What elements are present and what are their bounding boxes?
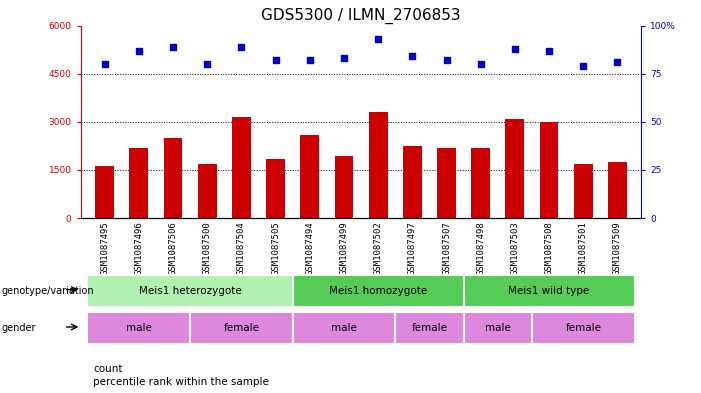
Text: Meis1 heterozygote: Meis1 heterozygote: [139, 286, 241, 296]
Text: GSM1087495: GSM1087495: [100, 221, 109, 275]
Bar: [266, 159, 285, 218]
Bar: [292, 312, 395, 344]
Bar: [88, 275, 292, 307]
Text: GSM1087508: GSM1087508: [545, 221, 554, 275]
Bar: [395, 312, 463, 344]
Text: Meis1 wild type: Meis1 wild type: [508, 286, 590, 296]
Text: female: female: [565, 323, 601, 333]
Text: female: female: [411, 323, 447, 333]
Point: [372, 36, 383, 42]
Point: [441, 57, 452, 63]
Bar: [163, 138, 182, 218]
Text: male: male: [331, 323, 357, 333]
Bar: [505, 119, 524, 218]
Bar: [334, 156, 353, 218]
Bar: [463, 312, 532, 344]
Text: GSM1087502: GSM1087502: [374, 221, 383, 275]
Point: [201, 61, 212, 67]
Text: male: male: [125, 323, 151, 333]
Title: GDS5300 / ILMN_2706853: GDS5300 / ILMN_2706853: [261, 8, 461, 24]
Point: [168, 44, 179, 50]
Point: [339, 55, 350, 61]
Text: GSM1087504: GSM1087504: [237, 221, 246, 275]
Point: [612, 59, 623, 65]
Bar: [463, 275, 634, 307]
Bar: [437, 147, 456, 218]
Bar: [292, 275, 463, 307]
Point: [304, 57, 315, 63]
Text: gender: gender: [1, 323, 36, 333]
Bar: [608, 162, 627, 218]
Text: GSM1087497: GSM1087497: [408, 221, 417, 275]
Text: female: female: [224, 323, 259, 333]
Text: percentile rank within the sample: percentile rank within the sample: [93, 377, 269, 387]
Bar: [574, 163, 592, 218]
Point: [578, 63, 589, 69]
Bar: [540, 122, 559, 218]
Bar: [369, 112, 388, 218]
Bar: [190, 312, 292, 344]
Bar: [88, 312, 190, 344]
Text: GSM1087498: GSM1087498: [476, 221, 485, 275]
Text: Meis1 homozygote: Meis1 homozygote: [329, 286, 427, 296]
Point: [236, 44, 247, 50]
Text: GSM1087496: GSM1087496: [135, 221, 143, 275]
Bar: [403, 146, 422, 218]
Bar: [130, 147, 148, 218]
Text: GSM1087500: GSM1087500: [203, 221, 212, 275]
Text: GSM1087506: GSM1087506: [168, 221, 177, 275]
Bar: [532, 312, 634, 344]
Point: [510, 46, 521, 52]
Text: GSM1087494: GSM1087494: [305, 221, 314, 275]
Text: GSM1087501: GSM1087501: [579, 221, 587, 275]
Bar: [198, 163, 217, 218]
Bar: [232, 117, 251, 218]
Point: [133, 48, 144, 54]
Bar: [471, 147, 490, 218]
Point: [407, 53, 418, 59]
Point: [475, 61, 486, 67]
Text: GSM1087509: GSM1087509: [613, 221, 622, 275]
Point: [543, 48, 554, 54]
Text: GSM1087503: GSM1087503: [510, 221, 519, 275]
Point: [270, 57, 281, 63]
Text: count: count: [93, 364, 123, 374]
Text: GSM1087507: GSM1087507: [442, 221, 451, 275]
Text: GSM1087499: GSM1087499: [339, 221, 348, 275]
Text: genotype/variation: genotype/variation: [1, 286, 94, 296]
Text: male: male: [485, 323, 511, 333]
Bar: [300, 135, 319, 218]
Bar: [95, 166, 114, 218]
Text: GSM1087505: GSM1087505: [271, 221, 280, 275]
Point: [99, 61, 110, 67]
